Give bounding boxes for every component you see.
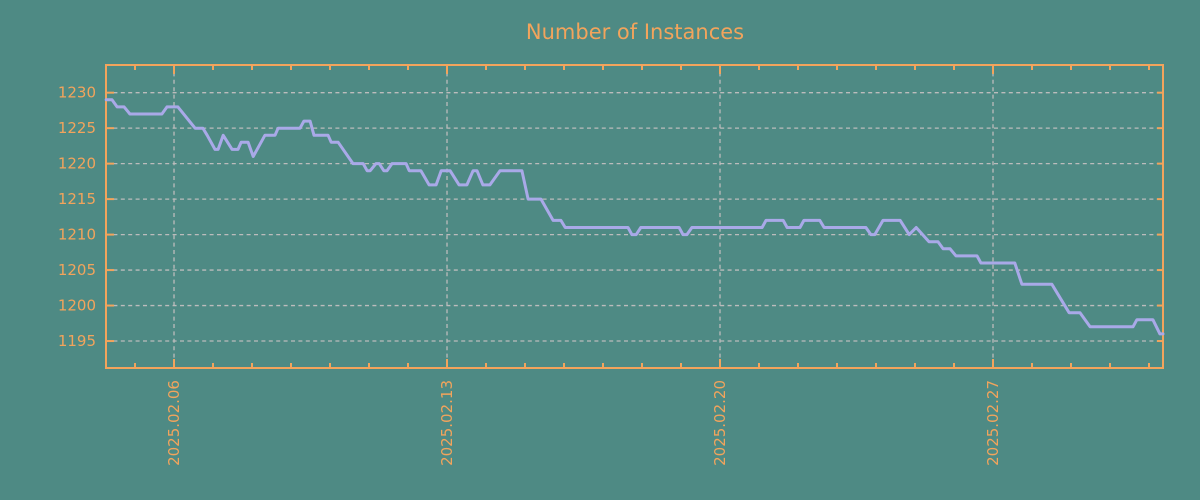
y-tick-label: 1215 [58,190,96,208]
plot-border [105,64,1164,369]
y-tick-label: 1195 [58,332,96,350]
x-tick-label: 2025.02.06 [165,380,183,466]
plot-border-rect [105,64,1164,369]
y-tick-label: 1220 [58,155,96,173]
y-tick-label: 1230 [58,84,96,102]
series-line [104,98,1165,336]
y-tick-label: 1225 [58,119,96,137]
y-tick-label: 1210 [58,226,96,244]
data-line-instances [104,98,1165,336]
y-tick-label: 1200 [58,297,96,315]
axis-tick-labels: 1195 1200 1205 1210 1215 1220 1225 1230 2025.02.… [58,84,1002,466]
x-tick-label: 2025.02.27 [984,380,1002,466]
x-tick-label: 2025.02.13 [438,380,456,466]
axis-ticks [106,65,1163,368]
chart-title: Number of Instances [526,20,744,44]
x-tick-label: 2025.02.20 [711,380,729,466]
y-tick-label: 1205 [58,261,96,279]
